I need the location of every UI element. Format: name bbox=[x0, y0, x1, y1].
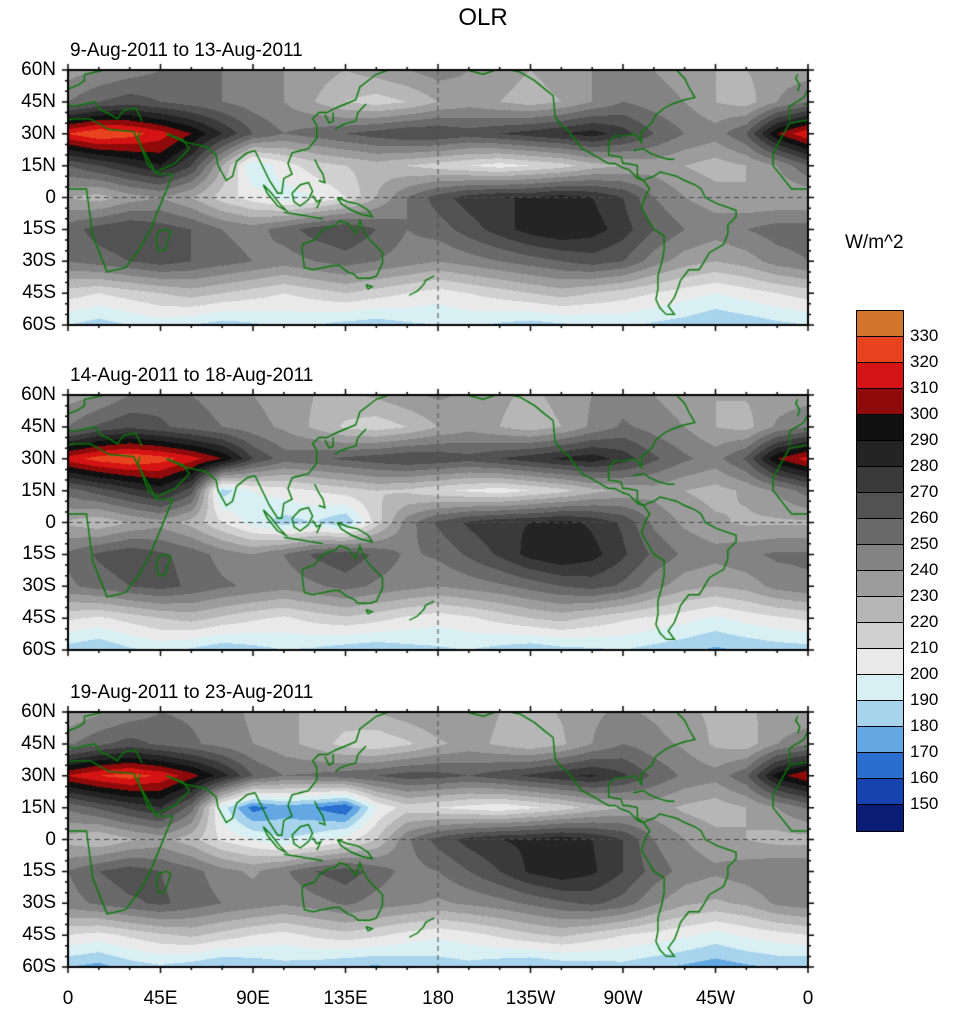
colorbar-tick-label: 200 bbox=[910, 664, 939, 683]
y-tick-label: 30S bbox=[22, 892, 56, 914]
chart-title: OLR bbox=[458, 4, 508, 31]
colorbar-tick-label: 310 bbox=[910, 378, 939, 397]
colorbar-tick-label: 250 bbox=[910, 534, 939, 553]
panel-1-subtitle: 9-Aug-2011 to 13-Aug-2011 bbox=[70, 40, 303, 61]
x-tick-label: 0 bbox=[62, 988, 74, 1009]
y-tick-label: 30S bbox=[22, 575, 56, 597]
y-tick-label: 60S bbox=[22, 639, 56, 660]
colorbar-tick-label: 320 bbox=[910, 352, 939, 371]
y-tick-label: 30N bbox=[21, 764, 56, 786]
colorbar-tick-label: 280 bbox=[910, 456, 939, 475]
colorbar-tick-label: 160 bbox=[910, 768, 939, 787]
y-tick-label: 30N bbox=[21, 122, 56, 144]
y-tick-label: 15S bbox=[22, 860, 56, 882]
y-tick-label: 30N bbox=[21, 447, 56, 469]
colorbar-tick-label: 190 bbox=[910, 690, 939, 709]
colorbar-swatch bbox=[857, 623, 903, 649]
x-tick-label: 90W bbox=[603, 988, 643, 1009]
colorbar-swatch bbox=[857, 363, 903, 389]
colorbar-swatch bbox=[857, 779, 903, 805]
y-tick-label: 15N bbox=[21, 154, 56, 176]
y-tick-label: 30S bbox=[22, 250, 56, 272]
colorbar-tick-label: 210 bbox=[910, 638, 939, 657]
y-tick-label: 60N bbox=[21, 701, 56, 722]
colorbar-swatch bbox=[857, 701, 903, 727]
y-tick-label: 45N bbox=[21, 90, 56, 112]
panel-3-subtitle: 19-Aug-2011 to 23-Aug-2011 bbox=[70, 682, 314, 703]
x-tick-label: 45W bbox=[695, 988, 736, 1009]
y-tick-label: 45N bbox=[21, 732, 56, 754]
y-tick-label: 0 bbox=[45, 828, 56, 850]
y-tick-label: 45S bbox=[22, 282, 56, 304]
colorbar-tick-label: 220 bbox=[910, 612, 939, 631]
colorbar-swatch bbox=[857, 597, 903, 623]
colorbar-swatch bbox=[857, 389, 903, 415]
y-tick-label: 45N bbox=[21, 415, 56, 437]
colorbar-tick-label: 230 bbox=[910, 586, 939, 605]
map-panel-1 bbox=[58, 60, 818, 335]
x-tick-label: 0 bbox=[802, 988, 814, 1009]
y-tick-label: 0 bbox=[45, 511, 56, 533]
colorbar-tick-label: 260 bbox=[910, 508, 939, 527]
y-tick-label: 15S bbox=[22, 218, 56, 240]
x-tick-label: 45E bbox=[143, 988, 178, 1009]
colorbar-swatch bbox=[857, 753, 903, 779]
colorbar-swatch bbox=[857, 415, 903, 441]
colorbar-tick-label: 150 bbox=[910, 794, 939, 813]
colorbar-swatch bbox=[857, 649, 903, 675]
y-tick-label: 0 bbox=[45, 186, 56, 208]
colorbar bbox=[856, 310, 904, 832]
y-tick-label: 15S bbox=[22, 543, 56, 565]
y-tick-label: 60N bbox=[21, 59, 56, 80]
colorbar-swatch bbox=[857, 675, 903, 701]
colorbar-swatch bbox=[857, 467, 903, 493]
x-tick-label: 135E bbox=[323, 988, 368, 1009]
colorbar-swatch bbox=[857, 805, 903, 831]
colorbar-swatch bbox=[857, 493, 903, 519]
colorbar-swatch bbox=[857, 727, 903, 753]
colorbar-swatch bbox=[857, 337, 903, 363]
colorbar-tick-label: 180 bbox=[910, 716, 939, 735]
y-tick-label: 15N bbox=[21, 796, 56, 818]
map-panel-2 bbox=[58, 385, 818, 660]
colorbar-units-label: W/m^2 bbox=[845, 232, 904, 253]
colorbar-tick-label: 300 bbox=[910, 404, 939, 423]
y-tick-label: 15N bbox=[21, 479, 56, 501]
colorbar-tick-label: 290 bbox=[910, 430, 939, 449]
y-tick-label: 60N bbox=[21, 384, 56, 405]
colorbar-swatch bbox=[857, 571, 903, 597]
x-tick-label: 135W bbox=[505, 988, 556, 1009]
colorbar-swatch bbox=[857, 519, 903, 545]
colorbar-swatch bbox=[857, 311, 903, 337]
colorbar-tick-label: 240 bbox=[910, 560, 939, 579]
colorbar-tick-label: 330 bbox=[910, 326, 939, 345]
colorbar-swatch bbox=[857, 545, 903, 571]
colorbar-tick-label: 270 bbox=[910, 482, 939, 501]
colorbar-tick-label: 170 bbox=[910, 742, 939, 761]
y-tick-label: 45S bbox=[22, 924, 56, 946]
x-tick-label: 90E bbox=[236, 988, 270, 1009]
x-tick-label: 180 bbox=[422, 988, 454, 1009]
panel-2-subtitle: 14-Aug-2011 to 18-Aug-2011 bbox=[70, 365, 314, 386]
colorbar-swatch bbox=[857, 441, 903, 467]
y-tick-label: 60S bbox=[22, 314, 56, 335]
y-tick-label: 45S bbox=[22, 607, 56, 629]
map-panel-3 bbox=[58, 702, 818, 977]
y-tick-label: 60S bbox=[22, 956, 56, 977]
